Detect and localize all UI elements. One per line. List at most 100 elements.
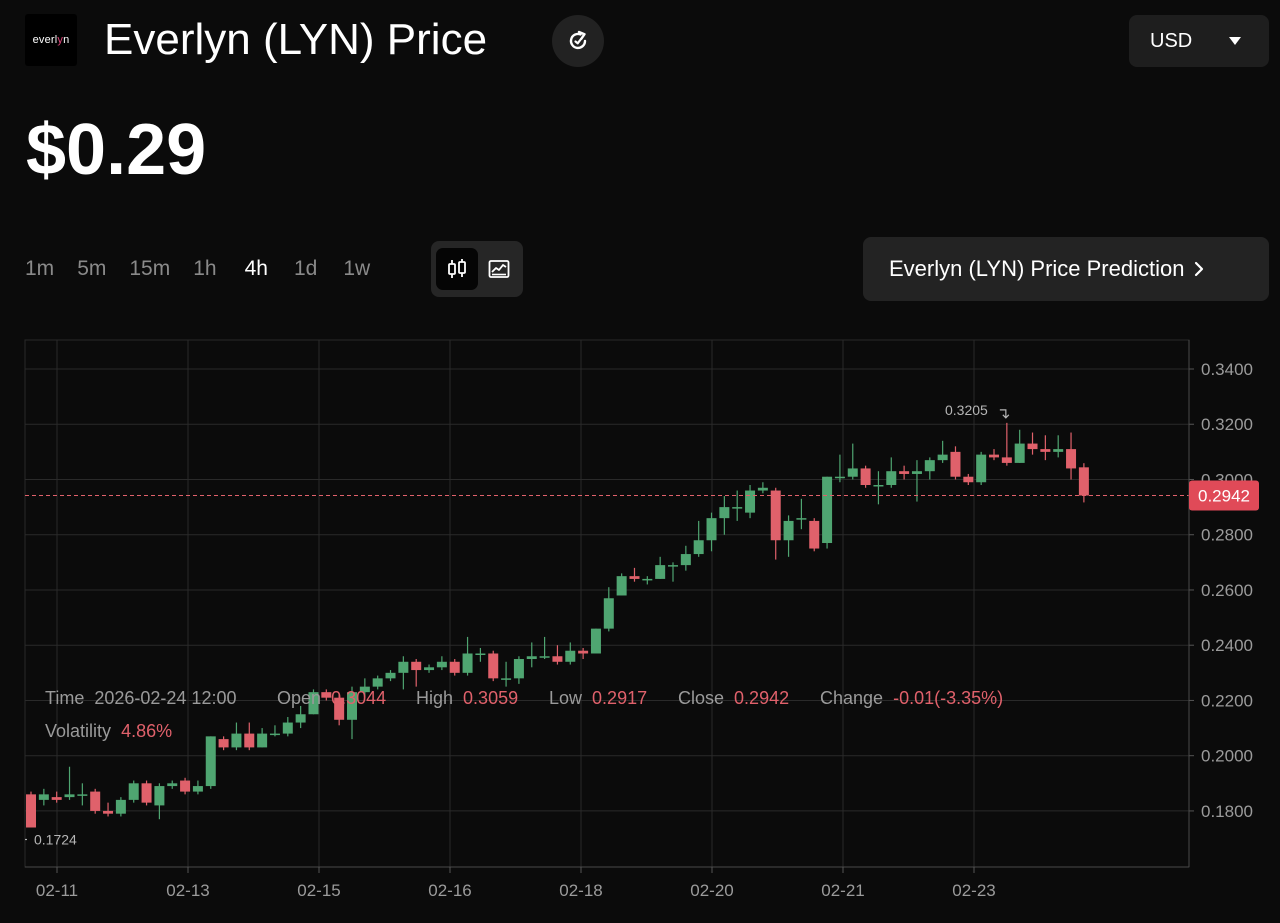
y-tick-label: 0.2800	[1201, 526, 1253, 545]
tab-interval-1d[interactable]: 1d	[293, 257, 318, 280]
tab-interval-5m[interactable]: 5m	[77, 257, 107, 280]
candle-body	[154, 786, 165, 806]
price-prediction-label: Everlyn (LYN) Price Prediction	[889, 256, 1185, 281]
candle-body	[244, 733, 255, 748]
candle-body	[1066, 449, 1077, 469]
candle	[449, 659, 460, 676]
candle-body	[372, 678, 383, 687]
y-axis: 0.34000.32000.30000.28000.26000.24000.22…	[1188, 340, 1253, 867]
candle-body	[167, 783, 178, 787]
currency-select[interactable]: USD	[1129, 15, 1269, 67]
currency-label: USD	[1150, 29, 1193, 52]
candle-body	[449, 661, 460, 673]
candle-body	[770, 490, 781, 541]
price-prediction-link[interactable]: Everlyn (LYN) Price Prediction	[863, 237, 1269, 301]
candle	[513, 656, 524, 684]
chevron-right-icon	[1195, 261, 1204, 277]
candle-body	[706, 518, 717, 541]
candle	[757, 482, 768, 494]
candle-body	[257, 733, 268, 748]
info-volatility-label: Volatility	[45, 721, 111, 741]
candle	[963, 473, 974, 486]
candle	[334, 694, 345, 726]
x-tick-label: 02-21	[821, 881, 864, 900]
logo-text: everl	[32, 34, 58, 46]
ohlc-info-panel: Time 2026-02-24 12:00 Open 0.3044 High 0…	[45, 688, 1003, 741]
candle-body	[526, 656, 537, 660]
info-high-label: High	[416, 688, 453, 708]
info-change-value: -0.01(-3.35%)	[893, 688, 1003, 708]
current-price: $0.29	[26, 110, 207, 190]
candle	[578, 647, 589, 660]
candle-body	[180, 780, 191, 792]
candle	[90, 788, 101, 814]
candle	[1040, 435, 1051, 461]
candle	[424, 664, 435, 673]
y-tick-label: 0.2400	[1201, 636, 1253, 655]
price-chart[interactable]: 0.34000.32000.30000.28000.26000.24000.22…	[0, 330, 1280, 923]
candle	[38, 788, 49, 806]
candle	[603, 587, 614, 632]
candle-body	[796, 518, 807, 520]
candlestick-icon	[448, 259, 466, 278]
candle	[398, 656, 409, 690]
candle-body	[295, 714, 306, 723]
candle	[924, 457, 935, 480]
x-tick-label: 02-15	[297, 881, 340, 900]
candle-body	[976, 454, 987, 483]
candle	[385, 670, 396, 682]
candle	[372, 675, 383, 690]
info-volatility-value: 4.86%	[121, 721, 172, 741]
candle-body	[886, 471, 897, 486]
y-tick-label: 0.3200	[1201, 415, 1253, 434]
candlestick-chart-button[interactable]	[436, 248, 478, 290]
candle	[359, 678, 370, 698]
candle	[501, 661, 512, 687]
candle	[590, 628, 601, 654]
candle	[552, 645, 563, 665]
everlyn-logo: everl y n	[25, 14, 77, 66]
candle-body	[668, 565, 678, 567]
candle	[205, 736, 216, 789]
candle-body	[834, 476, 845, 479]
candle	[180, 777, 191, 795]
candle	[141, 780, 152, 806]
tab-interval-15m[interactable]: 15m	[129, 257, 171, 280]
svg-text:Time 2026-02-24 12:00: Time 2026-02-24 12:00	[45, 688, 236, 708]
candle-body	[1078, 467, 1089, 496]
refresh-button[interactable]	[552, 15, 604, 67]
candle	[128, 780, 139, 803]
candle	[411, 659, 422, 687]
candle	[976, 451, 987, 486]
area-chart-button[interactable]	[478, 248, 520, 290]
candle-body	[128, 783, 139, 800]
info-open-value: 0.3044	[331, 688, 386, 708]
candle	[436, 656, 447, 671]
candlestick-series	[26, 422, 1089, 828]
info-high-value: 0.3059	[463, 688, 518, 708]
candle	[26, 791, 36, 828]
x-tick-label: 02-23	[952, 881, 995, 900]
svg-text:Close 0.2942: Close 0.2942	[678, 688, 789, 708]
candle	[847, 443, 858, 480]
tab-interval-4h[interactable]: 4h	[244, 257, 268, 280]
candle	[192, 780, 203, 795]
info-low-label: Low	[549, 688, 583, 708]
candle-body	[565, 650, 576, 662]
tab-interval-1m[interactable]: 1m	[25, 257, 55, 280]
candle-body	[282, 722, 293, 734]
tab-interval-1h[interactable]: 1h	[193, 257, 217, 280]
candle-body	[475, 653, 486, 655]
candle-body	[873, 485, 884, 487]
info-close-value: 0.2942	[734, 688, 789, 708]
candle-body	[1014, 443, 1025, 463]
candle-body	[937, 454, 948, 461]
candle-body	[77, 794, 88, 796]
candle-body	[847, 468, 858, 477]
x-tick-label: 02-13	[166, 881, 209, 900]
candle	[809, 518, 820, 552]
candle	[911, 460, 922, 502]
info-time-label: Time	[45, 688, 84, 708]
tab-interval-1w[interactable]: 1w	[343, 257, 371, 280]
svg-text:High 0.3059: High 0.3059	[416, 688, 518, 708]
